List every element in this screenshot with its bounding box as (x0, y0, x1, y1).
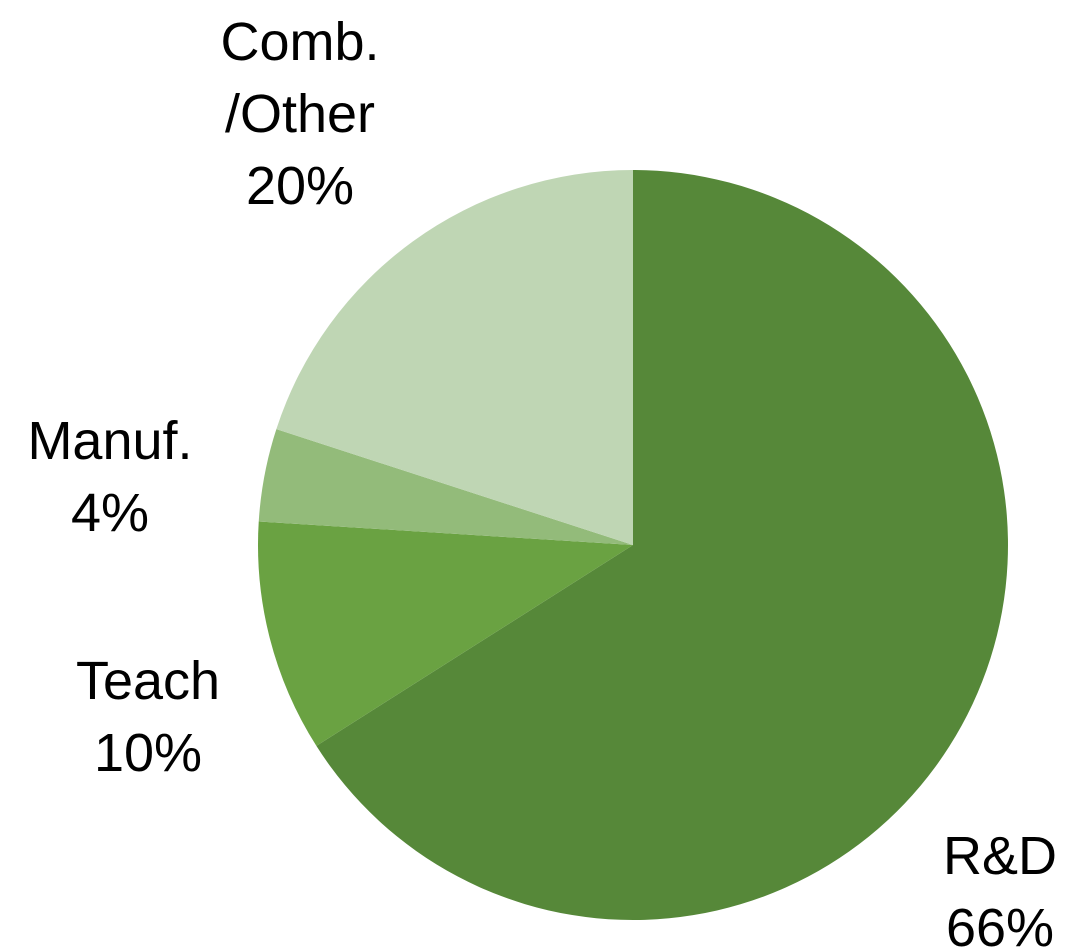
slice-label: Teach 10% (0, 645, 298, 789)
slice-label: R&D 66% (850, 820, 1078, 952)
value-label: 20% (245, 156, 355, 216)
slice (258, 429, 633, 545)
slice-label: Comb. /Other 20% (150, 6, 450, 222)
slice (316, 170, 1008, 920)
value-label: 10% (93, 723, 203, 783)
value-label: 4% (70, 483, 150, 543)
category-label: Comb. /Other (220, 12, 380, 144)
slice (276, 170, 633, 545)
value-label: 66% (945, 898, 1055, 952)
slice-label: Manuf. 4% (0, 405, 260, 549)
slice (258, 521, 633, 746)
category-label: Manuf. (27, 411, 193, 471)
category-label: R&D (942, 826, 1057, 886)
category-label: Teach (75, 651, 221, 711)
